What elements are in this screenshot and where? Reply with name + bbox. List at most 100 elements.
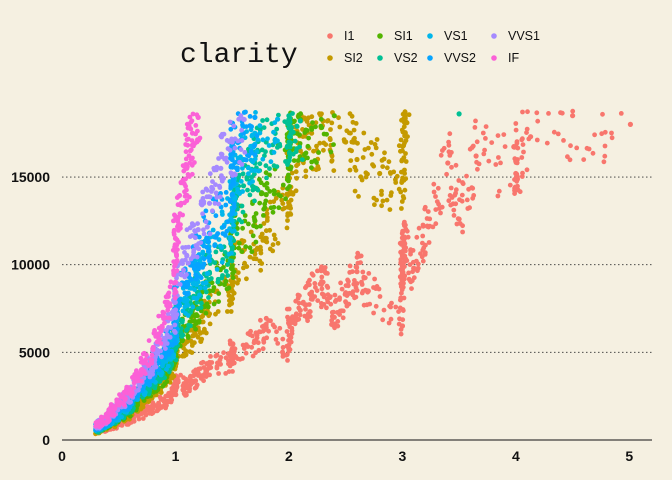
point <box>365 171 370 177</box>
point <box>228 309 234 314</box>
point <box>204 235 210 241</box>
point <box>186 291 191 297</box>
point <box>260 324 265 329</box>
point <box>459 198 465 204</box>
point <box>534 110 540 116</box>
point <box>263 149 268 155</box>
point <box>336 115 341 121</box>
point <box>168 279 174 285</box>
point <box>252 198 257 204</box>
point <box>472 125 478 130</box>
point <box>358 174 364 180</box>
point <box>401 221 407 227</box>
point <box>309 293 315 299</box>
point <box>243 157 249 163</box>
point <box>384 197 390 203</box>
point <box>197 366 203 371</box>
point <box>513 158 519 164</box>
point <box>253 350 258 356</box>
point <box>228 241 234 247</box>
point <box>343 299 348 304</box>
point <box>285 358 290 363</box>
point <box>263 192 269 198</box>
point <box>471 193 477 198</box>
point <box>329 120 335 126</box>
point <box>239 219 245 225</box>
point <box>219 209 225 215</box>
point <box>168 399 174 405</box>
point <box>399 323 405 329</box>
point <box>188 373 193 379</box>
point <box>190 111 196 117</box>
point <box>184 137 190 143</box>
point <box>160 383 166 389</box>
point <box>304 119 310 124</box>
point <box>121 389 127 395</box>
point <box>189 221 195 227</box>
point <box>235 356 240 361</box>
point <box>262 182 267 188</box>
point <box>270 209 276 215</box>
legend-swatch <box>491 33 497 39</box>
point <box>140 416 146 421</box>
point <box>172 330 178 335</box>
point <box>483 136 488 141</box>
point <box>309 114 315 120</box>
point <box>313 285 318 290</box>
point <box>314 143 319 149</box>
point <box>274 126 280 132</box>
legend-entry-if: IF <box>491 51 519 65</box>
point <box>354 254 360 260</box>
point <box>261 213 266 218</box>
point <box>233 165 239 171</box>
point <box>402 187 408 193</box>
point <box>322 265 328 270</box>
point <box>193 276 199 282</box>
point <box>206 363 213 369</box>
point <box>146 390 152 396</box>
point <box>164 403 169 408</box>
x-tick-label: 1 <box>172 448 180 464</box>
point <box>377 294 383 299</box>
point <box>247 114 253 119</box>
point <box>386 320 392 326</box>
point <box>284 329 290 334</box>
point <box>166 352 172 357</box>
point <box>219 245 225 250</box>
point <box>271 150 277 155</box>
point <box>195 128 200 134</box>
point <box>260 346 266 352</box>
point <box>190 155 195 161</box>
point <box>427 216 433 222</box>
point <box>584 145 590 151</box>
point <box>181 267 187 273</box>
point <box>247 254 253 260</box>
point <box>347 290 352 296</box>
point <box>184 384 190 390</box>
point <box>188 286 194 291</box>
point <box>403 151 408 156</box>
point <box>329 158 335 164</box>
point <box>280 201 286 207</box>
point <box>291 158 297 164</box>
point <box>312 281 318 286</box>
point <box>93 423 99 429</box>
point <box>177 211 183 217</box>
point <box>261 206 267 212</box>
point <box>194 312 199 317</box>
point <box>267 166 272 172</box>
point <box>184 279 190 285</box>
point <box>171 230 177 235</box>
point <box>217 357 223 363</box>
point <box>223 202 229 208</box>
point <box>235 280 240 286</box>
point <box>338 280 343 286</box>
point <box>422 252 428 257</box>
point <box>258 267 264 273</box>
point <box>273 195 279 201</box>
point <box>403 245 409 251</box>
point <box>221 265 226 270</box>
point <box>199 336 205 342</box>
point <box>291 129 296 135</box>
point <box>400 142 407 149</box>
